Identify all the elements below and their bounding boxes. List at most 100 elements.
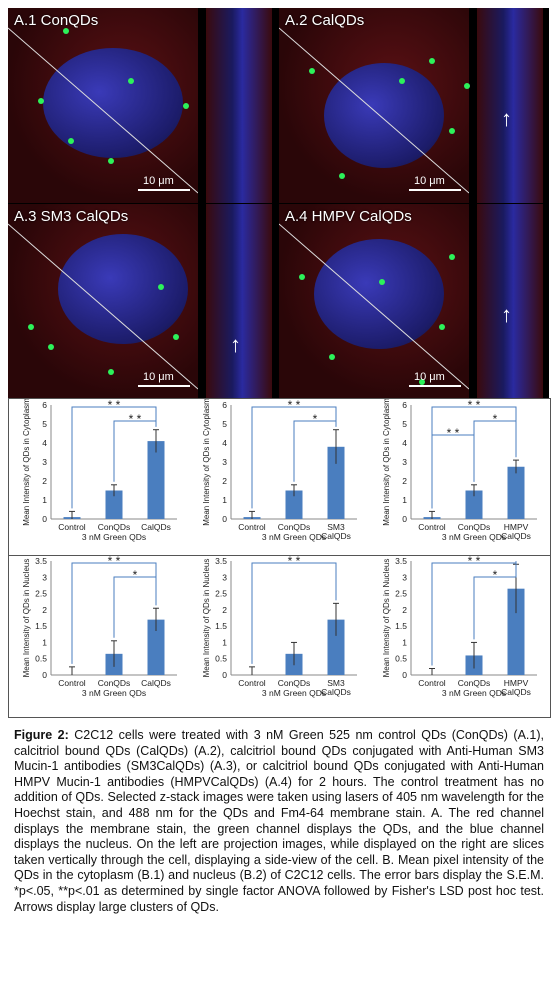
x-tick-label: HMPV — [504, 678, 529, 688]
x-axis-label: 3 nM Green QDs — [82, 532, 146, 542]
panel-label: A.1 ConQDs — [14, 12, 99, 29]
x-tick-label: CalQDs — [141, 522, 171, 532]
y-axis-label: Mean Intensity of QDs in Cytoplasm — [202, 399, 211, 526]
projection-image: A.2 CalQDs 10 μm — [279, 8, 470, 203]
y-tick-label: 2 — [222, 476, 227, 486]
bar — [147, 441, 165, 519]
nucleus-blob — [314, 239, 444, 349]
slice-line — [279, 27, 469, 194]
bar-chart-4: 0 0.5 1 1.5 2 2.5 3 3.5 Mean Intensity of QDs in… — [22, 555, 177, 698]
y-tick-label: 1 — [42, 495, 47, 505]
qd-cluster-dot — [183, 103, 189, 109]
y-tick-label: 1.5 — [35, 621, 47, 631]
slice-line-overlay — [279, 223, 469, 390]
x-tick-label: ConQDs — [98, 678, 131, 688]
y-tick-label: 1 — [42, 637, 47, 647]
qd-cluster-dot — [158, 284, 164, 290]
nucleus-blob — [58, 234, 188, 344]
significance-bracket — [251, 406, 337, 509]
y-tick-label: 2.5 — [35, 589, 47, 599]
qd-cluster-dot — [379, 279, 385, 285]
qd-cluster-dot — [429, 58, 435, 64]
y-tick-label: 0 — [42, 670, 47, 680]
y-tick-label: 1.5 — [215, 621, 227, 631]
slice-line-overlay — [8, 223, 198, 390]
y-tick-label: 2.5 — [395, 589, 407, 599]
y-tick-label: 3.5 — [35, 556, 47, 566]
y-axis-label: Mean Intensity of QDs in Cytoplasm — [382, 399, 391, 526]
y-tick-label: 4 — [402, 438, 407, 448]
qd-cluster-dot — [108, 158, 114, 164]
x-tick-label: CalQDs — [321, 531, 351, 541]
y-tick-label: 0.5 — [395, 654, 407, 664]
y-tick-label: 2 — [402, 476, 407, 486]
micro-panel-1: A.1 ConQDs 10 μm — [8, 8, 278, 203]
y-tick-label: 3 — [222, 572, 227, 582]
y-tick-label: 3.5 — [215, 556, 227, 566]
y-tick-label: 5 — [42, 419, 47, 429]
qd-cluster-dot — [48, 344, 54, 350]
y-tick-label: 3 — [402, 572, 407, 582]
scale-bar — [138, 189, 190, 191]
y-tick-label: 4 — [42, 438, 47, 448]
qd-cluster-dot — [108, 369, 114, 375]
significance-stars: * * — [108, 555, 121, 568]
qd-cluster-dot — [439, 324, 445, 330]
qd-cluster-dot — [419, 379, 425, 385]
side-view-slice: ↑ — [477, 204, 543, 399]
bar — [507, 466, 525, 519]
y-tick-label: 3 — [402, 457, 407, 467]
y-tick-label: 0 — [222, 670, 227, 680]
significance-stars: * * — [468, 399, 481, 412]
significance-stars: * * — [447, 426, 460, 440]
bar — [465, 490, 483, 519]
slice-line-overlay — [8, 27, 198, 194]
significance-stars: * * — [108, 399, 121, 412]
scale-bar — [409, 385, 461, 387]
bar-charts-region: 0 1 2 3 4 5 6 Mean Intensity of QDs in Cytoplas… — [8, 398, 551, 718]
significance-stars: * — [133, 568, 138, 582]
bar-chart-1: 0 1 2 3 4 5 6 Mean Intensity of QDs in Cytoplas… — [22, 399, 177, 542]
qd-cluster-dot — [299, 274, 305, 280]
y-tick-label: 1 — [222, 495, 227, 505]
scale-label: 10 μm — [143, 175, 174, 187]
y-tick-label: 3 — [42, 572, 47, 582]
x-axis-label: 3 nM Green QDs — [442, 688, 506, 698]
y-tick-label: 2 — [42, 476, 47, 486]
bar — [327, 619, 345, 675]
significance-bracket — [293, 420, 337, 482]
x-tick-label: ConQDs — [278, 522, 311, 532]
qd-cluster-dot — [339, 173, 345, 179]
y-tick-label: 2 — [222, 605, 227, 615]
x-tick-label: Control — [418, 678, 446, 688]
scale-bar — [138, 385, 190, 387]
bar — [147, 619, 165, 675]
y-tick-label: 3 — [42, 457, 47, 467]
chart-row-divider — [9, 555, 550, 556]
y-tick-label: 3.5 — [395, 556, 407, 566]
significance-bracket — [71, 406, 157, 509]
x-tick-label: SM3 — [327, 522, 345, 532]
x-tick-label: Control — [418, 522, 446, 532]
qd-cluster-dot — [173, 334, 179, 340]
x-axis-label: 3 nM Green QDs — [82, 688, 146, 698]
figure-caption: Figure 2: C2C12 cells were treated with … — [14, 728, 544, 915]
y-tick-label: 5 — [222, 419, 227, 429]
bar — [507, 588, 525, 675]
y-axis-label: Mean Intensity of QDs in Cytoplasm — [22, 399, 31, 526]
x-tick-label: HMPV — [504, 522, 529, 532]
x-tick-label: CalQDs — [501, 531, 531, 541]
x-tick-label: SM3 — [327, 678, 345, 688]
qd-cluster-dot — [63, 28, 69, 34]
arrow-icon: ↑ — [230, 332, 241, 357]
nucleus-blob — [43, 48, 183, 158]
qd-cluster-dot — [28, 324, 34, 330]
qd-cluster-dot — [329, 354, 335, 360]
y-tick-label: 1 — [402, 495, 407, 505]
qd-cluster-dot — [399, 78, 405, 84]
x-axis-label: 3 nM Green QDs — [442, 532, 506, 542]
arrow-icon: ↑ — [501, 302, 512, 327]
caption-label: Figure 2: — [14, 728, 69, 742]
scale-label: 10 μm — [143, 371, 174, 383]
y-tick-label: 6 — [42, 400, 47, 410]
